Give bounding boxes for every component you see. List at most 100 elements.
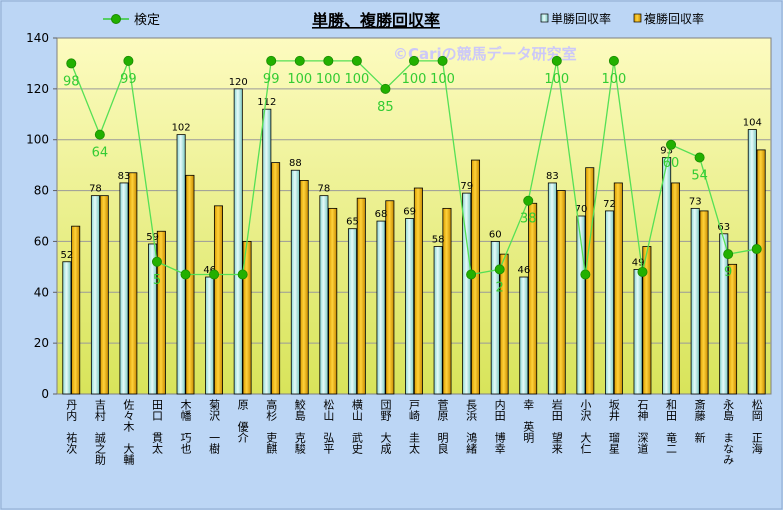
legend-bar2-swatch (633, 13, 642, 23)
bar-fukusho-25 (756, 149, 766, 395)
line-value-label: 38 (520, 212, 537, 227)
y-tick-label: 60 (34, 234, 49, 248)
bar-tansho-19 (576, 215, 586, 395)
line-value-label: 99 (120, 72, 137, 87)
line-marker-19 (580, 269, 591, 280)
bar-fukusho-16 (499, 253, 509, 395)
bar-fukusho-3 (128, 172, 138, 395)
line-value-label: 100 (316, 72, 341, 87)
bar-fukusho-1 (71, 225, 81, 395)
x-tick-label: 松山 弘平 (322, 398, 335, 455)
line-value-label: 2 (496, 280, 504, 295)
x-tick-label: 石神 深道 (636, 399, 649, 454)
line-marker-1 (66, 58, 77, 69)
line-value-label: 99 (263, 72, 280, 87)
bar-tansho-21 (633, 268, 643, 395)
bar-tansho-15 (462, 192, 472, 395)
bar-value-label: 102 (172, 123, 191, 134)
line-value-label: 85 (377, 100, 394, 115)
bar-value-label: 78 (89, 184, 102, 195)
line-marker-21 (637, 266, 648, 277)
bar-value-label: 69 (403, 207, 416, 218)
line-marker-10 (323, 55, 334, 66)
bar-tansho-14 (433, 246, 443, 395)
y-tick-labels: 0 20 40 60 80 100 120 140 (26, 31, 49, 401)
bar-tansho-10 (319, 195, 329, 395)
line-marker-3 (123, 55, 134, 66)
legend: 検定 単勝回収率 複勝回収率 (103, 11, 704, 28)
bar-fukusho-14 (442, 207, 452, 395)
bar-value-label: 46 (203, 265, 216, 276)
y-tick-label: 120 (26, 82, 49, 96)
x-tick-label: 幸 英明 (522, 399, 535, 444)
bar-fukusho-22 (670, 182, 680, 395)
bar-tansho-18 (547, 182, 557, 395)
line-value-label: 60 (663, 156, 680, 171)
bar-fukusho-6 (213, 205, 223, 395)
bar-tansho-13 (405, 218, 415, 395)
bar-fukusho-24 (728, 263, 738, 395)
x-tick-label: 団野 大成 (379, 399, 392, 455)
y-tick-label: 40 (34, 285, 49, 299)
bar-fukusho-18 (556, 190, 566, 395)
line-marker-2 (94, 129, 105, 140)
bar-labels: 52 78 83 59 102 46 120 112 88 78 65 68 69 58 79 60 46 83 7… (61, 77, 762, 276)
line-value-label: 98 (63, 74, 80, 89)
line-value-label: 54 (691, 169, 708, 184)
line-value-label: 100 (544, 72, 569, 87)
legend-bar1-label: 単勝回収率 (551, 11, 611, 26)
line-marker-17 (523, 195, 534, 206)
bar-value-label: 70 (575, 204, 588, 215)
bar-tansho-5 (176, 134, 186, 395)
bar-tansho-9 (290, 169, 300, 395)
bar-value-label: 58 (432, 235, 445, 246)
bar-value-label: 73 (689, 196, 702, 207)
x-tick-label: 高杉 吏麒 (265, 398, 278, 455)
bar-fukusho-23 (699, 210, 709, 395)
line-marker-6 (209, 269, 220, 280)
y-tick-label: 0 (41, 387, 49, 401)
line-marker-25 (751, 244, 762, 255)
bar-tansho-17 (519, 276, 529, 395)
line-value-label: 100 (287, 72, 312, 87)
line-marker-4 (151, 256, 162, 267)
line-marker-16 (494, 264, 505, 275)
bar-tansho-22 (662, 157, 672, 395)
bar-tansho-24 (719, 233, 729, 395)
bar-tansho-23 (690, 207, 700, 395)
bar-fukusho-21 (642, 246, 652, 395)
line-value-label: 5 (153, 273, 161, 288)
bar-value-label: 78 (318, 184, 331, 195)
line-marker-8 (266, 55, 277, 66)
x-tick-label: 松岡 正海 (750, 398, 763, 455)
line-marker-11 (351, 55, 362, 66)
x-tick-label: 長浜 鴻緒 (465, 399, 478, 455)
x-tick-label: 横山 武史 (350, 398, 363, 455)
line-marker-24 (723, 249, 734, 260)
x-tick-label: 戸崎 圭太 (408, 399, 421, 455)
line-value-label: 100 (602, 72, 627, 87)
line-value-label: 100 (344, 72, 369, 87)
x-tick-label: 佐々木 大輔 (122, 398, 135, 466)
bar-value-label: 83 (546, 171, 559, 182)
y-tick-label: 80 (34, 184, 49, 198)
bar-value-label: 60 (489, 229, 502, 240)
y-tick-label: 140 (26, 31, 49, 45)
bar-tansho-6 (205, 276, 215, 395)
x-tick-label: 坂井 瑠星 (607, 399, 620, 454)
bar-fukusho-12 (385, 200, 395, 395)
x-tick-label: 菅原 明良 (436, 399, 449, 455)
bar-value-label: 46 (517, 265, 530, 276)
bar-fukusho-11 (356, 197, 366, 395)
y-tick-label: 100 (26, 133, 49, 147)
bar-fukusho-10 (328, 207, 338, 395)
bar-fukusho-19 (585, 167, 595, 395)
x-tick-label: 小沢 大仁 (579, 399, 592, 454)
bar-tansho-4 (148, 243, 158, 395)
x-tick-label: 岩田 望来 (550, 398, 563, 454)
line-value-label: 100 (402, 72, 427, 87)
